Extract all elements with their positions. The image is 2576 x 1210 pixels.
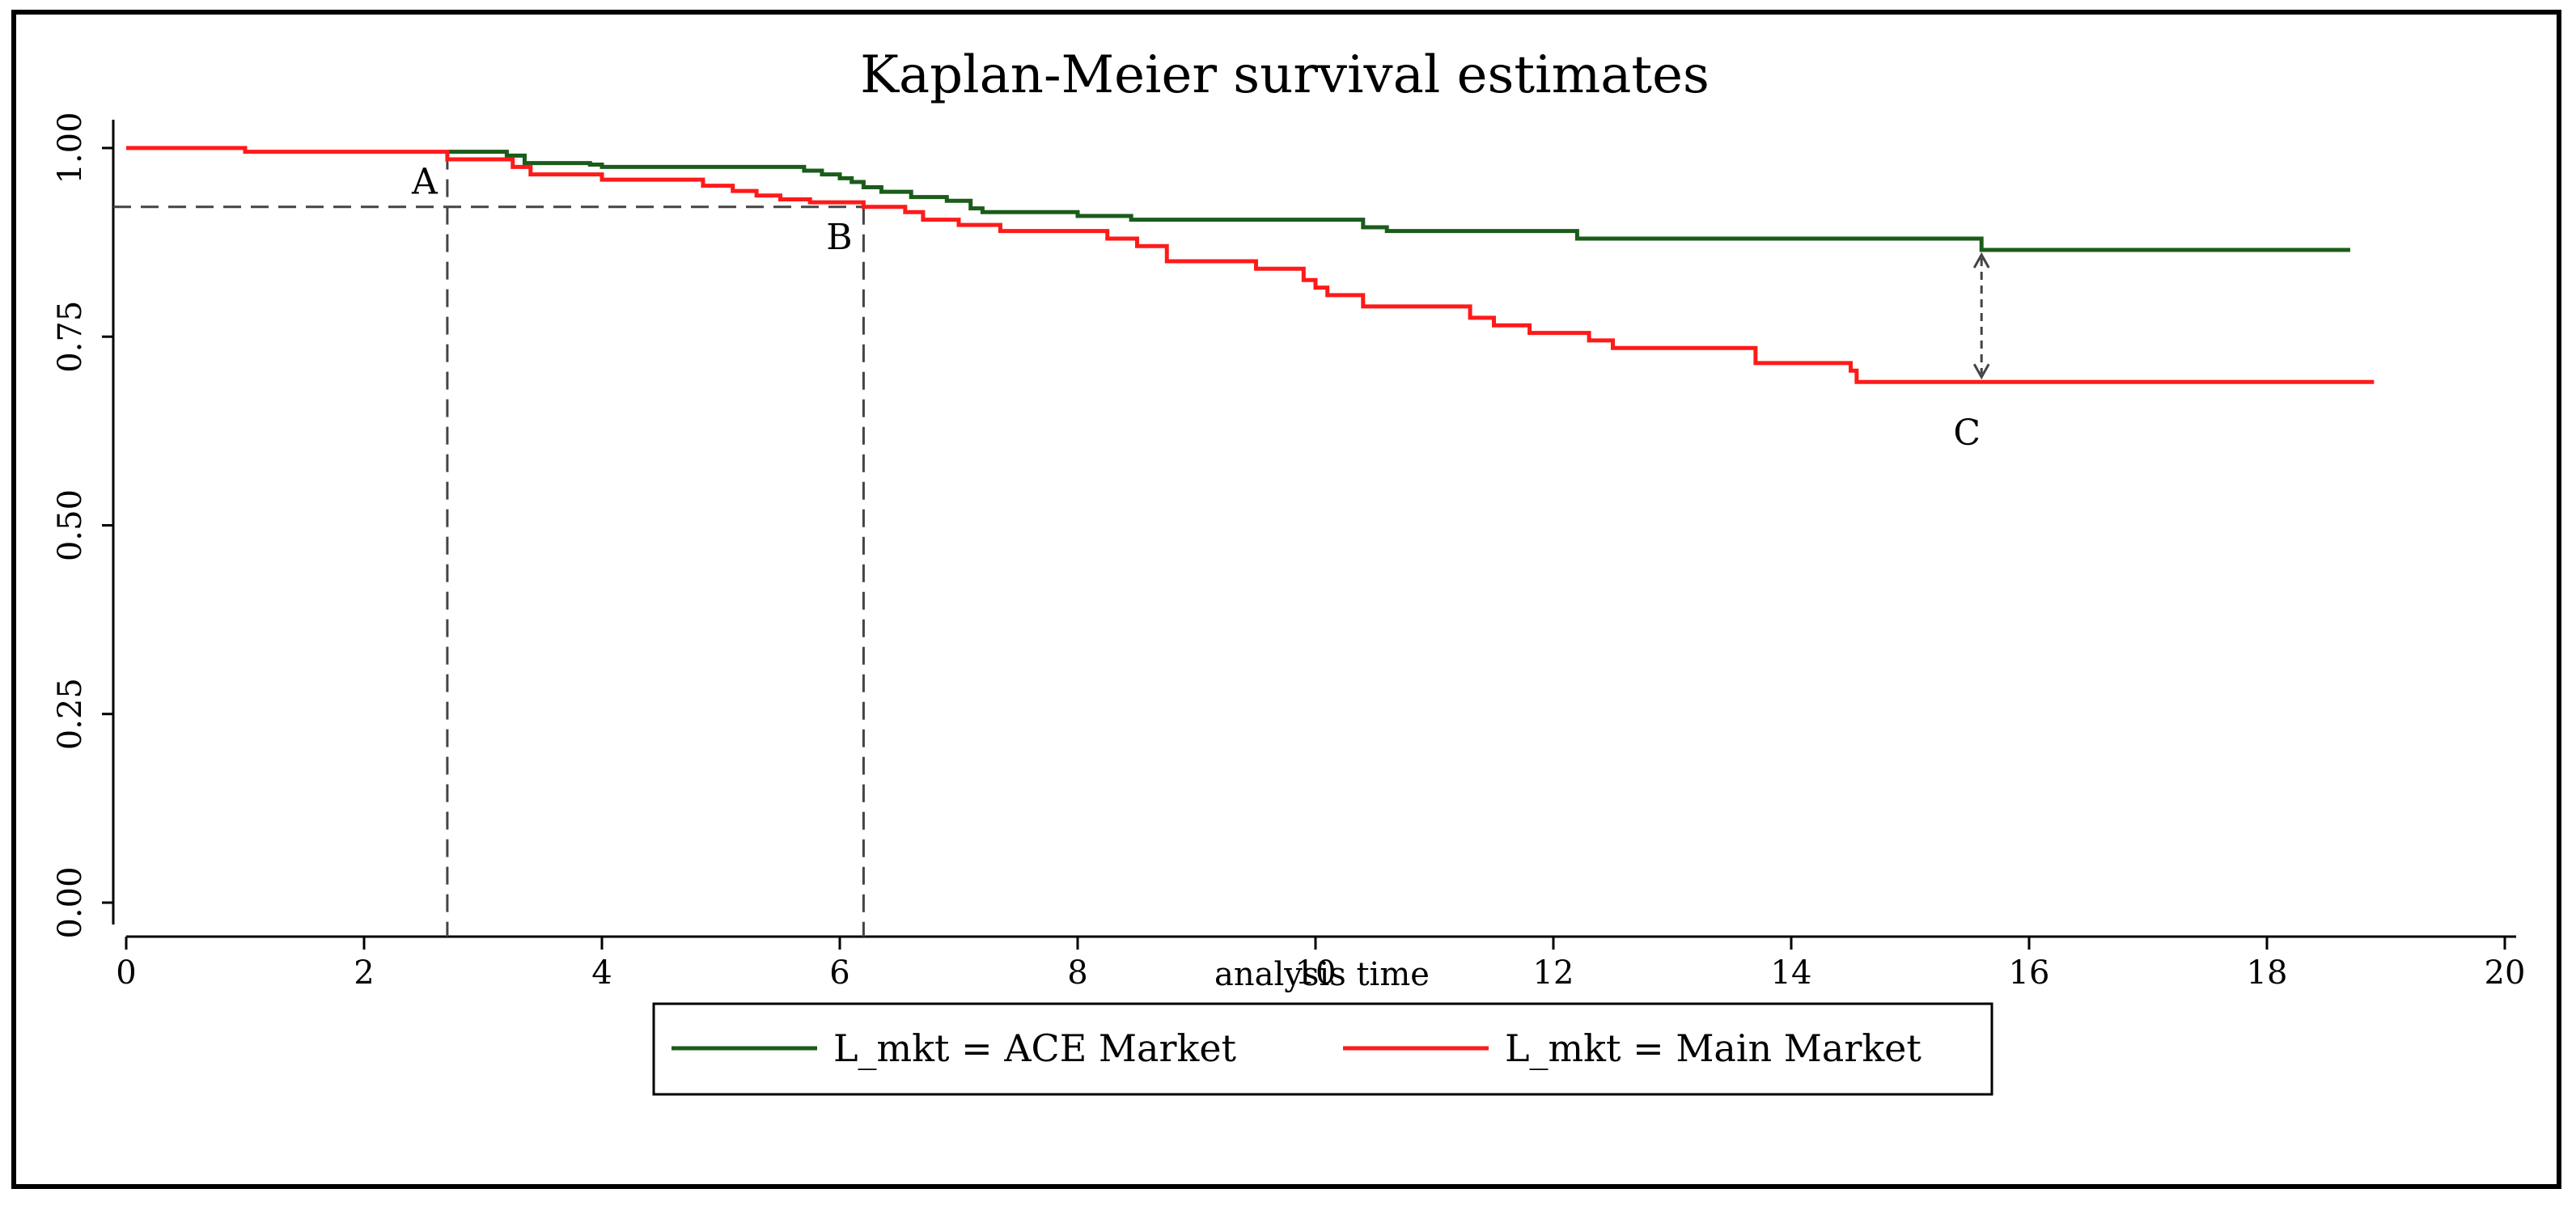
y-tick-label: 0.00 [52, 866, 89, 938]
chart-canvas: Kaplan-Meier survival estimates 0.00 0.25… [52, 45, 2525, 1096]
x-tick-label: 0 [116, 954, 136, 992]
series-ace-market-line [447, 150, 2350, 252]
annotation-label-c: C [1953, 412, 1981, 454]
legend-box [652, 1002, 1993, 1096]
annotation-label-b: B [826, 217, 852, 258]
chart-frame: Kaplan-Meier survival estimates 0.00 0.25… [11, 10, 2561, 1189]
chart-title: Kaplan-Meier survival estimates [860, 45, 1710, 105]
annotation-label-a: A [411, 162, 439, 203]
gap-arrow-head-up [1972, 252, 1990, 269]
x-tick-label: 6 [829, 954, 849, 992]
x-tick-label: 20 [2485, 954, 2526, 992]
y-tick-label: 0.50 [52, 489, 89, 561]
y-axis-ticks: 0.00 0.25 0.50 0.75 1.00 [52, 112, 113, 939]
x-axis-title: analysis time [1214, 956, 1430, 993]
x-tick-label: 16 [2009, 954, 2050, 992]
x-tick-label: 4 [591, 954, 612, 992]
x-axis-ticks: 0 2 4 6 8 10 12 14 16 18 20 [116, 937, 2525, 992]
x-tick-label: 10 [1295, 954, 1337, 992]
x-tick-label: 2 [354, 954, 374, 992]
legend-label: L_mkt = ACE Market [833, 1026, 1237, 1070]
survival-curves [126, 146, 2375, 384]
x-tick-label: 12 [1533, 954, 1574, 992]
legend-label: L_mkt = Main Market [1505, 1026, 1921, 1070]
gap-arrow-head-down [1972, 363, 1990, 380]
annotation-labels: A B C [411, 162, 1981, 455]
annotation-guides [113, 151, 1990, 937]
x-tick-label: 8 [1067, 954, 1087, 992]
y-tick-label: 1.00 [52, 112, 89, 184]
series-main-market-line [126, 146, 2375, 384]
x-tick-label: 18 [2247, 954, 2288, 992]
legend: L_mkt = ACE Market L_mkt = Main Market [652, 1002, 1993, 1096]
y-tick-label: 0.75 [52, 301, 89, 373]
y-tick-label: 0.25 [52, 678, 89, 750]
x-tick-label: 14 [1771, 954, 1812, 992]
